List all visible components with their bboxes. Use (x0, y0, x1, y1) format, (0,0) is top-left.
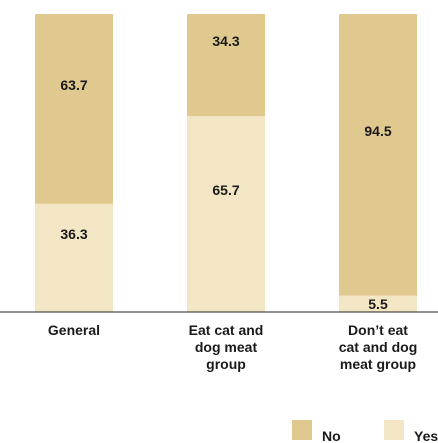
value-label-no-2: 34.3 (212, 33, 239, 49)
bars-group (35, 14, 417, 313)
category-label-1: General (48, 322, 100, 338)
value-label-yes-2: 65.7 (212, 182, 239, 198)
value-label-no-1: 63.7 (60, 77, 87, 93)
legend-swatch-yes (384, 420, 404, 440)
category-label-2: Eat cat and dog meat group (189, 322, 264, 372)
legend-swatch-no (292, 420, 312, 440)
value-labels-group: 36.3 63.7 65.7 34.3 5.5 94.5 (60, 33, 391, 312)
category-label-3: Don’t eat cat and dog meat group (339, 322, 418, 372)
legend-label-yes: Yes (414, 428, 438, 443)
legend-label-no: No (322, 428, 341, 443)
bar-yes-1 (35, 203, 113, 312)
value-label-yes-1: 36.3 (60, 226, 87, 242)
bar-no-3 (339, 14, 417, 296)
category-labels-group: General Eat cat and dog meat group Don’t eat… (48, 322, 417, 372)
bar-no-2 (187, 14, 265, 117)
bar-no-1 (35, 14, 113, 204)
legend: No Yes (292, 420, 438, 443)
bar-yes-2 (187, 116, 265, 313)
value-label-no-3: 94.5 (364, 123, 391, 139)
bar-yes-3 (339, 295, 417, 312)
value-label-yes-3: 5.5 (368, 296, 388, 312)
